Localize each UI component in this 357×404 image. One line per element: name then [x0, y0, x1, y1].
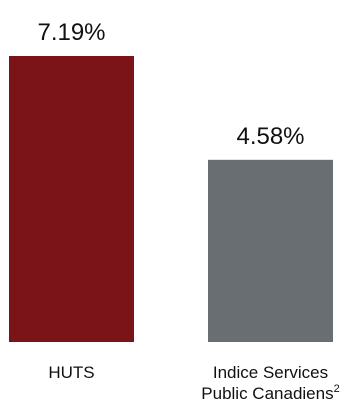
category-label-1-line-0: Indice Services — [213, 363, 328, 382]
category-footnote-marker: 2 — [334, 383, 340, 395]
category-label-0-line-0: HUTS — [48, 363, 94, 382]
bar-1 — [208, 159, 333, 342]
bar-0 — [9, 56, 134, 342]
value-label-1: 4.58% — [236, 123, 304, 150]
value-label-0: 7.19% — [37, 19, 105, 46]
category-label-1-line-1: Public Canadiens2 — [201, 383, 339, 403]
